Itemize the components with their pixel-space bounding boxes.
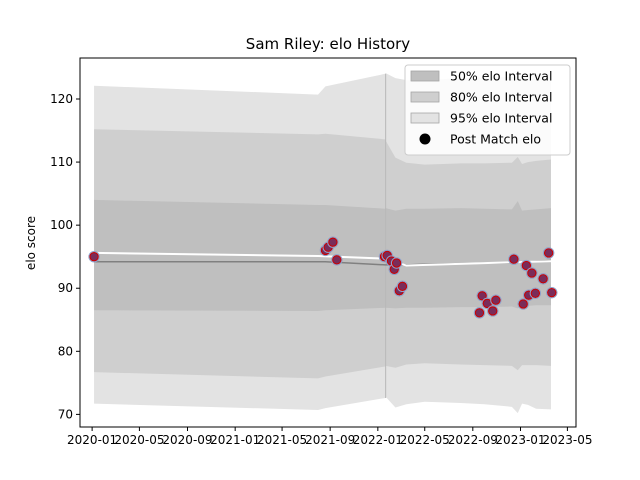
x-tick-label: 2020-05 — [114, 433, 164, 447]
post-match-elo-point-halo — [517, 298, 529, 310]
legend-marker — [419, 133, 431, 145]
x-tick-label: 2021-05 — [257, 433, 307, 447]
x-tick-label: 2022-01 — [353, 433, 403, 447]
legend-label: 80% elo Interval — [450, 90, 552, 105]
post-match-elo-point-halo — [546, 286, 558, 299]
legend-swatch — [410, 112, 440, 124]
legend-label: 95% elo Interval — [450, 111, 552, 126]
y-axis-label: elo score — [24, 216, 38, 270]
post-match-elo-point — [331, 255, 342, 265]
y-tick-label: 70 — [58, 407, 73, 421]
post-match-elo-point-halo — [526, 267, 538, 279]
plot-area — [88, 73, 558, 414]
post-match-elo-point-halo — [327, 236, 339, 248]
x-tick-label: 2023-01 — [495, 433, 545, 447]
post-match-elo-point-halo — [508, 253, 520, 265]
post-match-elo-point-halo — [487, 305, 499, 317]
x-tick-label: 2020-09 — [162, 433, 212, 447]
y-tick-label: 80 — [58, 344, 73, 358]
post-match-elo-point — [538, 273, 548, 284]
post-match-elo-point-halo — [396, 280, 409, 293]
post-match-elo-point — [509, 254, 519, 265]
legend-label: 50% elo Interval — [450, 69, 552, 84]
post-match-elo-point-halo — [542, 247, 555, 259]
post-match-elo-point-halo — [390, 257, 403, 269]
legend-swatch — [410, 70, 440, 82]
post-match-elo-point-halo — [473, 307, 486, 319]
post-match-elo-point — [477, 290, 487, 301]
post-match-elo-point — [391, 258, 402, 268]
post-match-elo-point — [518, 299, 529, 309]
legend-label: Post Match elo — [450, 132, 541, 147]
x-tick-label: 2023-05 — [542, 433, 592, 447]
legend-box — [404, 64, 571, 156]
post-match-elo-point — [521, 260, 532, 271]
axes-frame — [79, 57, 577, 428]
post-match-elo-point-halo — [537, 273, 549, 285]
post-match-elo-point-halo — [331, 254, 343, 266]
post-match-elo-point — [397, 281, 408, 292]
post-match-elo-point-halo — [529, 287, 542, 299]
y-tick-label: 120 — [50, 92, 73, 106]
x-tick-label: 2021-09 — [305, 433, 355, 447]
y-tick-label: 110 — [50, 155, 73, 169]
x-tick-label: 2021-01 — [210, 433, 260, 447]
post-match-elo-point — [328, 237, 338, 247]
post-match-elo-point — [474, 308, 485, 318]
legend-swatch — [410, 91, 440, 103]
post-match-elo-point-halo — [490, 294, 502, 306]
post-match-elo-point-halo — [520, 259, 533, 272]
post-match-elo-point — [527, 268, 537, 278]
x-tick-label: 2022-09 — [448, 433, 498, 447]
post-match-elo-point-halo — [88, 250, 100, 263]
post-match-elo-point — [487, 306, 498, 316]
x-tick-label: 2020-01 — [67, 433, 117, 447]
axes: 2020-012020-052020-092021-012021-052021-… — [50, 57, 592, 447]
post-match-elo-point — [530, 288, 541, 299]
post-match-elo-point — [543, 248, 554, 258]
y-tick-label: 100 — [50, 218, 73, 232]
legend: 50% elo Interval 80% elo Interval 95% elo … — [404, 64, 571, 156]
y-tick-label: 90 — [58, 281, 73, 295]
x-tick-label: 2022-05 — [400, 433, 450, 447]
chart-title: Sam Riley: elo History — [246, 35, 411, 53]
post-match-elo-point — [546, 287, 557, 298]
post-match-elo-point — [89, 251, 99, 262]
post-match-elo-point — [491, 295, 501, 306]
